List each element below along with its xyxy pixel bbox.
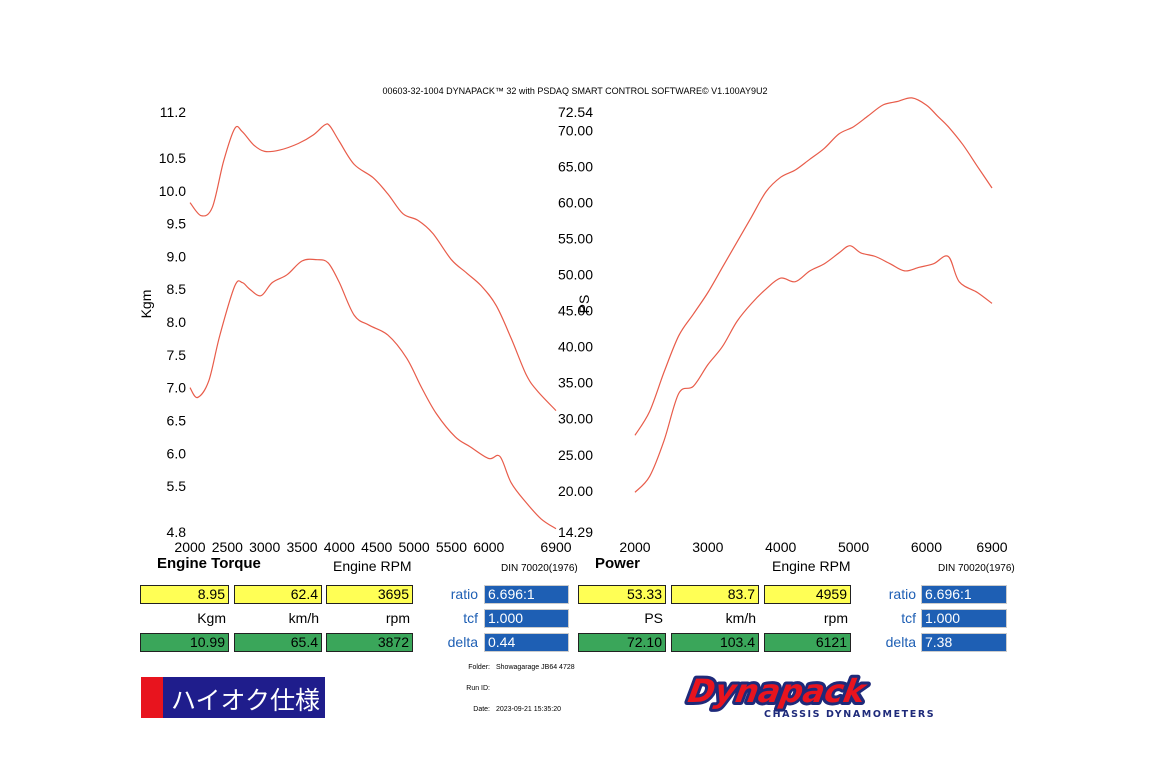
power-xtick-label: 6900 [976, 539, 1007, 555]
power-unit-rpm: rpm [823, 610, 848, 626]
torque-xtick-label: 2000 [174, 539, 205, 555]
torque-ratio-value: 6.696:1 [484, 585, 569, 604]
torque-chart-title: Engine Torque [157, 555, 261, 572]
power-readout-speed: 83.7 [671, 585, 759, 604]
torque-ytick-label: 8.5 [167, 281, 187, 297]
power-xtick-label: 4000 [765, 539, 796, 555]
power-unit-ps: PS [644, 610, 663, 626]
power-ytick-label: 70.00 [558, 122, 593, 138]
torque-ytick-label: 6.0 [167, 445, 187, 461]
torque-ytick-label: 8.0 [167, 314, 187, 330]
power-ytick-label: 14.29 [558, 524, 593, 540]
torque-ytick-label: 10.0 [159, 183, 186, 199]
power-ylabel: PS [576, 295, 592, 314]
power-unit-kmh: km/h [725, 610, 756, 626]
svg-text:Dynapack: Dynapack [685, 672, 871, 710]
power-xtick-label: 2000 [619, 539, 650, 555]
power-delta-label: delta [885, 634, 916, 650]
torque-xtick-label: 5500 [436, 539, 467, 555]
torque-ytick-label: 6.5 [167, 412, 187, 428]
power-tcf-value: 1.000 [921, 609, 1007, 628]
torque-xtick-label: 4000 [324, 539, 355, 555]
torque-unit-rpm: rpm [385, 610, 410, 626]
power-ytick-label: 20.00 [558, 483, 593, 499]
dynapack-logo: Dynapack Dynapack CHASSIS DYNAMOMETERS [684, 672, 935, 720]
power-ytick-label: 50.00 [558, 267, 593, 283]
torque-readout-speed: 62.4 [234, 585, 322, 604]
power-xtick-label: 6000 [911, 539, 942, 555]
power-standard-label: DIN 70020(1976) [938, 563, 1015, 574]
torque-xlabel: Engine RPM [333, 558, 412, 574]
torque-xtick-label: 6900 [540, 539, 571, 555]
power-readout-rpm: 4959 [764, 585, 851, 604]
power-ratio-label: ratio [888, 586, 916, 602]
torque-series-run-lower [189, 258, 557, 530]
power-ytick-label: 65.00 [558, 158, 593, 174]
torque-series-run-upper [189, 123, 557, 412]
run-id-label: Run ID: [466, 685, 490, 692]
power-delta-value: 7.38 [921, 633, 1007, 652]
torque-xtick-label: 3500 [286, 539, 317, 555]
power-peak-speed: 103.4 [671, 633, 759, 652]
torque-xtick-label: 4500 [361, 539, 392, 555]
logo-tagline: CHASSIS DYNAMOMETERS [764, 709, 935, 720]
software-header: 00603-32-1004 DYNAPACK™ 32 with PSDAQ SM… [382, 86, 768, 96]
power-peak-rpm: 6121 [764, 633, 851, 652]
torque-peak-rpm: 3872 [326, 633, 413, 652]
torque-ylabel: Kgm [138, 290, 154, 319]
torque-xtick-label: 3000 [249, 539, 280, 555]
torque-ytick-label: 11.2 [160, 104, 186, 120]
power-peak-value: 72.10 [578, 633, 666, 652]
power-ytick-label: 72.54 [558, 104, 593, 120]
power-xtick-label: 3000 [692, 539, 723, 555]
torque-readout-value: 8.95 [140, 585, 229, 604]
power-ytick-label: 40.00 [558, 339, 593, 355]
torque-xtick-label: 2500 [212, 539, 243, 555]
power-ytick-label: 60.00 [558, 194, 593, 210]
torque-tcf-label: tcf [463, 610, 478, 626]
torque-ytick-label: 7.5 [167, 347, 187, 363]
torque-delta-label: delta [447, 634, 478, 650]
fuel-badge: ハイオク仕様 [141, 677, 325, 718]
torque-ytick-label: 9.0 [167, 248, 187, 264]
torque-peak-speed: 65.4 [234, 633, 322, 652]
power-series-run-lower [634, 245, 993, 493]
torque-ytick-label: 4.8 [167, 524, 187, 540]
torque-xtick-label: 6000 [473, 539, 504, 555]
date-value: 2023-09-21 15:35:20 [496, 706, 561, 713]
torque-standard-label: DIN 70020(1976) [501, 563, 578, 574]
power-series-run-upper [634, 97, 993, 436]
power-chart-title: Power [595, 555, 640, 572]
badge-text: ハイオク仕様 [171, 686, 321, 715]
torque-peak-value: 10.99 [140, 633, 229, 652]
torque-readout-rpm: 3695 [326, 585, 413, 604]
power-ytick-label: 25.00 [558, 447, 593, 463]
logo-wordmark: Dynapack [685, 672, 871, 710]
torque-unit-kmh: km/h [288, 610, 319, 626]
power-readout-value: 53.33 [578, 585, 666, 604]
torque-ytick-label: 7.0 [167, 380, 187, 396]
torque-tcf-value: 1.000 [484, 609, 569, 628]
torque-ytick-label: 10.5 [159, 150, 186, 166]
torque-unit-kgm: Kgm [197, 610, 226, 626]
power-ratio-value: 6.696:1 [921, 585, 1007, 604]
power-tcf-label: tcf [901, 610, 916, 626]
power-ytick-label: 45.00 [558, 303, 593, 319]
date-label: Date: [473, 706, 490, 713]
power-ytick-label: 55.00 [558, 230, 593, 246]
power-ytick-label: 35.00 [558, 375, 593, 391]
folder-value: Showagarage JB64 4728 [496, 664, 575, 671]
torque-ytick-label: 9.5 [167, 216, 187, 232]
torque-xtick-label: 5000 [399, 539, 430, 555]
torque-ratio-label: ratio [450, 586, 478, 602]
power-ytick-label: 30.00 [558, 411, 593, 427]
power-xtick-label: 5000 [838, 539, 869, 555]
badge-red-stripe [141, 677, 163, 718]
power-xlabel: Engine RPM [772, 558, 851, 574]
torque-ytick-label: 5.5 [167, 478, 187, 494]
folder-label: Folder: [468, 664, 490, 671]
torque-delta-value: 0.44 [484, 633, 569, 652]
